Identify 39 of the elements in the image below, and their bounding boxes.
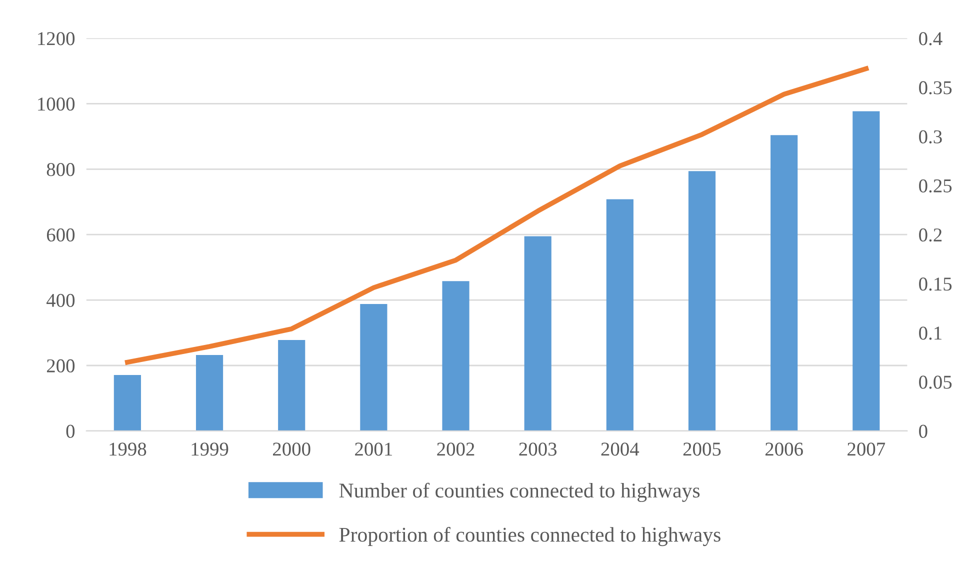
x-tick-label: 2001: [355, 442, 392, 456]
y2-tick-label: 0.25: [919, 179, 952, 193]
bar: [688, 171, 716, 431]
bar: [360, 304, 388, 431]
y-tick-label: 200: [46, 359, 75, 372]
line-series: [125, 66, 869, 365]
legend-label: Number of counties connected to highways: [339, 482, 700, 502]
x-tick-label: 2006: [765, 442, 803, 456]
bar: [442, 281, 470, 431]
y-tick-label: 800: [46, 162, 75, 176]
x-tick-label: 1999: [192, 442, 228, 456]
y2-tick-label: 0.1: [919, 326, 942, 340]
x-tick-label: 2003: [519, 442, 557, 456]
bar: [196, 355, 224, 431]
y2-tick-label: 0: [919, 424, 928, 438]
x-tick-label: 2005: [683, 442, 721, 456]
y-tick-label: 1000: [38, 98, 75, 111]
x-tick-label: 1998: [110, 442, 146, 456]
x-tick-label: 2007: [848, 442, 886, 456]
bar: [852, 111, 880, 431]
bar: [278, 340, 306, 431]
y-tick-label: 600: [46, 228, 75, 242]
y-tick-label: 0: [66, 424, 75, 438]
y2-tick-label: 0.2: [919, 228, 942, 242]
y2-tick-label: 0.3: [919, 130, 942, 144]
bar: [606, 199, 634, 431]
y2-tick-label: 0.15: [919, 278, 952, 291]
bar: [524, 236, 552, 431]
x-tick-label: 2002: [437, 442, 474, 456]
x-tick-label: 2000: [273, 442, 310, 456]
bar: [114, 374, 141, 431]
y2-tick-label: 0.05: [919, 376, 952, 389]
bar: [770, 135, 798, 431]
x-tick-label: 2004: [601, 442, 640, 456]
y-tick-label: 400: [46, 294, 75, 307]
y2-tick-label: 0.4: [919, 32, 942, 46]
legend-label: Proportion of counties connected to highways: [339, 526, 720, 546]
y2-tick-label: 0.35: [919, 81, 952, 94]
y-tick-label: 1200: [38, 32, 75, 46]
